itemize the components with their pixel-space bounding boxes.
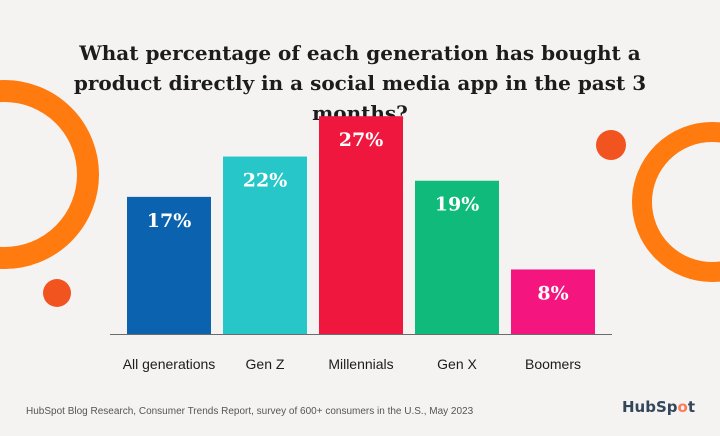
category-label: Gen Z — [246, 356, 285, 372]
bar-boomers — [511, 269, 595, 334]
bar-all-generations — [127, 196, 211, 334]
category-label: Millennials — [328, 356, 393, 372]
decorative-dot-right — [596, 130, 626, 160]
data-label: 8% — [537, 282, 568, 304]
category-label: All generations — [123, 356, 216, 372]
logo-sprocket-o: o — [677, 398, 688, 416]
decorative-dot-left — [43, 279, 71, 307]
data-label: 27% — [339, 129, 384, 151]
bar-gen-x — [415, 180, 499, 334]
data-label: 19% — [435, 194, 480, 216]
category-label: Gen X — [437, 356, 477, 372]
bar-millennials — [319, 116, 403, 334]
category-label: Boomers — [525, 356, 581, 372]
source-note: HubSpot Blog Research, Consumer Trends R… — [26, 406, 474, 417]
logo-text-start: HubSp — [622, 398, 678, 416]
bar-gen-z — [223, 156, 307, 334]
hubspot-logo: HubSpot — [622, 398, 695, 416]
data-label: 17% — [147, 210, 192, 232]
data-label: 22% — [243, 170, 288, 192]
logo-text-end: t — [687, 398, 695, 416]
